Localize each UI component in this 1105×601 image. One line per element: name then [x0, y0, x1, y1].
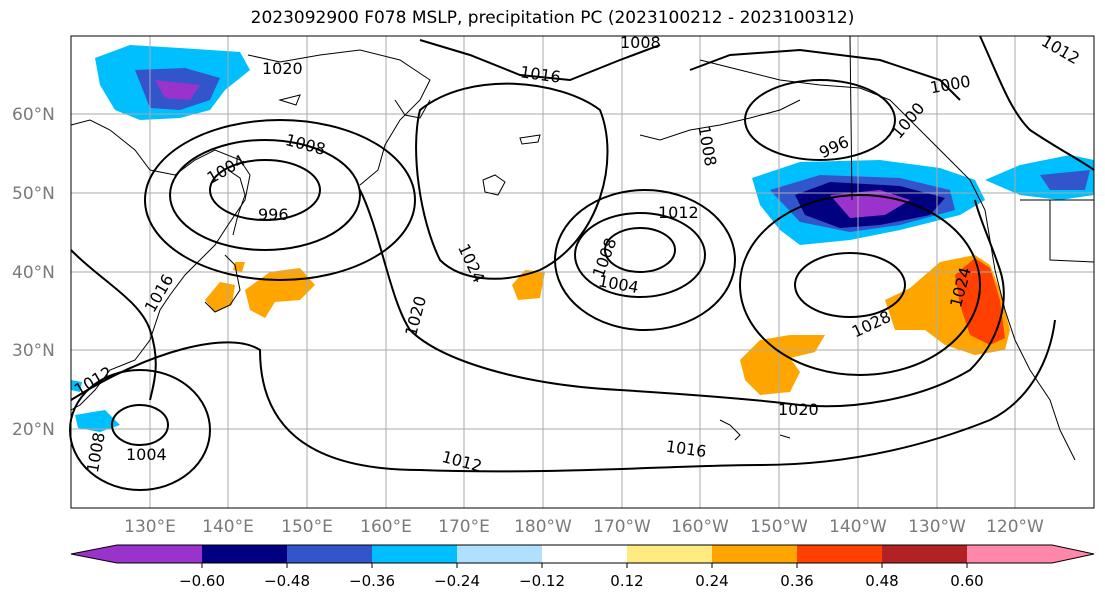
colorbar-segment	[202, 545, 287, 563]
lon-label: 160°W	[671, 517, 729, 537]
colorbar: −0.60 −0.48 −0.36 −0.24 −0.12 0.12 0.24 …	[70, 544, 1095, 590]
map-title: 2023092900 F078 MSLP, precipitation PC (…	[250, 8, 855, 28]
lon-label: 140°W	[829, 517, 887, 537]
lat-label: 40°N	[12, 263, 55, 283]
lon-label: 170°W	[593, 517, 651, 537]
contour-label: 1008	[620, 33, 661, 52]
contour-label: 996	[258, 205, 289, 224]
lon-label: 130°E	[124, 517, 176, 537]
lon-label: 150°E	[281, 517, 333, 537]
lon-label: 120°W	[986, 517, 1044, 537]
contour-label: 1020	[778, 400, 819, 419]
colorbar-segment	[882, 545, 967, 563]
colorbar-tick-label: 0.60	[950, 572, 983, 590]
contour-label: 1020	[262, 59, 303, 78]
lat-label: 50°N	[12, 184, 55, 204]
colorbar-tick-label: 0.36	[780, 572, 813, 590]
colorbar-segment	[797, 545, 882, 563]
lon-label: 140°E	[202, 517, 254, 537]
lat-label: 60°N	[12, 105, 55, 125]
colorbar-tick-label: −0.12	[519, 572, 565, 590]
colorbar-segment	[967, 545, 1094, 563]
lon-label: 170°E	[438, 517, 490, 537]
colorbar-tick-label: −0.48	[264, 572, 310, 590]
colorbar-tick-label: 0.24	[695, 572, 728, 590]
lat-label: 20°N	[12, 420, 55, 440]
lon-label: 160°E	[360, 517, 412, 537]
colorbar-segment	[627, 545, 712, 563]
lon-label: 130°W	[908, 517, 966, 537]
contour-label: 1004	[126, 445, 167, 464]
graticule	[71, 36, 1094, 508]
colorbar-segment	[542, 545, 627, 563]
lat-label: 30°N	[12, 341, 55, 361]
colorbar-segment	[372, 545, 457, 563]
colorbar-segment	[287, 545, 372, 563]
lon-label: 150°W	[750, 517, 808, 537]
isobar-contours	[69, 35, 1095, 491]
colorbar-tick-label: −0.60	[179, 572, 225, 590]
colorbar-segment	[71, 545, 202, 563]
colorbar-tick-label: 0.48	[865, 572, 898, 590]
lon-label: 180°W	[514, 517, 572, 537]
colorbar-tick-label: −0.36	[349, 572, 395, 590]
colorbar-tick-label: −0.24	[434, 572, 480, 590]
coastlines	[70, 35, 1095, 461]
map-frame	[70, 35, 1095, 509]
contour-label: 1012	[658, 203, 699, 222]
colorbar-segment	[712, 545, 797, 563]
colorbar-tick-label: 0.12	[610, 572, 643, 590]
colorbar-segment	[457, 545, 542, 563]
